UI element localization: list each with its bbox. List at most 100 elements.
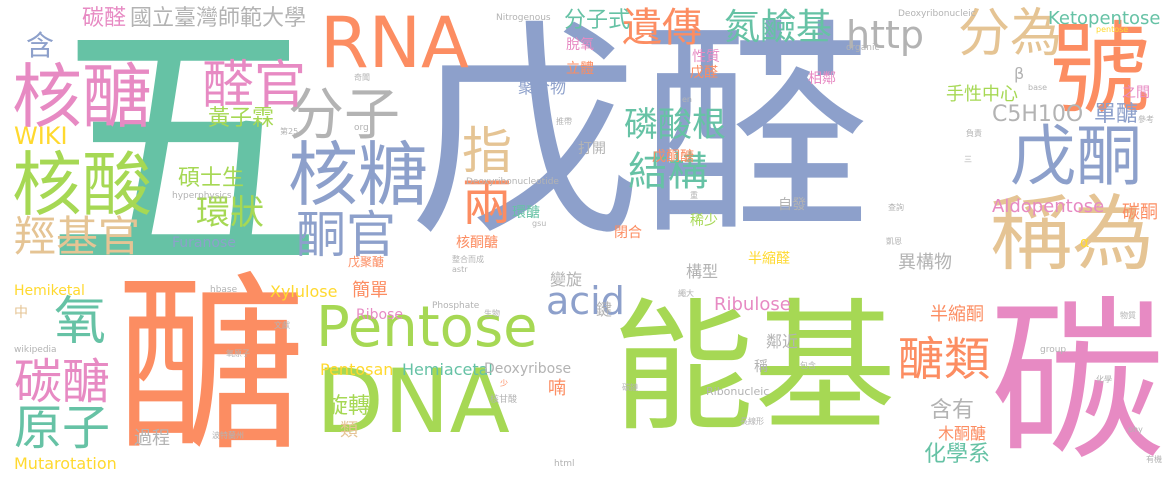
word-alpha: α bbox=[1080, 235, 1090, 251]
word-zhijian: 之間 bbox=[1122, 85, 1150, 101]
word-ribonucleic: Ribonucleic bbox=[706, 385, 770, 398]
word-wuzhi: 物質 bbox=[1120, 311, 1136, 320]
word-base: base bbox=[1028, 83, 1048, 92]
word-ribulose: Ribulose bbox=[714, 294, 791, 315]
word-danjianji: 氮鹼基 bbox=[724, 7, 833, 48]
word-aldopentose: Aldopentose bbox=[992, 196, 1105, 217]
word-chaxun: 查詢 bbox=[888, 203, 904, 212]
word-huangzilin: 黃子霖 bbox=[208, 106, 275, 131]
word-tantang: 碳醣 bbox=[14, 354, 111, 410]
word-fuze: 負責 bbox=[966, 129, 982, 138]
word-tuidai: 推帶 bbox=[556, 117, 572, 126]
word-nengji: 能基 bbox=[612, 286, 896, 451]
word-wu: 五 bbox=[44, 0, 324, 315]
word-youji: 有機 bbox=[1146, 455, 1162, 464]
word-nan: 喃 bbox=[548, 378, 566, 399]
word-shao: 少 bbox=[500, 379, 508, 388]
word-yuanzi: 原子 bbox=[14, 400, 111, 456]
word-deoxyribonucleotide: Deoxyribonucleotide bbox=[466, 177, 559, 187]
word-lei: 類 bbox=[340, 420, 358, 441]
word-di25: 第25 bbox=[280, 127, 299, 136]
word-yichuan: 遺傳 bbox=[622, 5, 702, 51]
word-wikipedia: wikipedia bbox=[14, 345, 57, 355]
word-huanzhuang: 環狀 bbox=[196, 193, 264, 233]
word-pentosan: Pentosan bbox=[320, 360, 394, 379]
word-xishao: 稀少 bbox=[690, 213, 718, 229]
word-rna: RNA bbox=[320, 2, 469, 84]
word-shengwu: 生物 bbox=[484, 309, 500, 318]
word-yigouwu: 異構物 bbox=[898, 252, 952, 273]
word-org: org bbox=[354, 123, 369, 133]
word-fenwei: 分為 bbox=[958, 4, 1063, 64]
word-liang: 兩 bbox=[462, 174, 512, 232]
word-mutarotation: Mutarotation bbox=[14, 454, 117, 473]
word-fenzishi: 分子式 bbox=[564, 8, 631, 33]
word-cheng: 稱 bbox=[754, 359, 768, 375]
word-shengda: 繩大 bbox=[678, 289, 694, 298]
word-http: http bbox=[846, 13, 925, 57]
word-bihe: 閉合 bbox=[614, 225, 642, 241]
word-acid: acid bbox=[546, 279, 625, 323]
word-nitrogenous: Nitrogenous bbox=[496, 13, 551, 23]
word-phosphate: Phosphate bbox=[432, 301, 480, 311]
word-tantong: 碳酮 bbox=[1122, 202, 1158, 223]
word-shouxing: 手性中心 bbox=[946, 84, 1018, 105]
word-jiegou: 結構 bbox=[628, 149, 708, 195]
word-dna: DNA bbox=[316, 350, 510, 453]
word-xingzhi: 性質 bbox=[692, 49, 720, 65]
word-huantang: 環醣 bbox=[512, 205, 540, 221]
word-hemiacetal: Hemiacetal bbox=[402, 360, 493, 379]
word-hesuan: 核酸 bbox=[12, 144, 152, 226]
word-deoxyribonucleic: Deoxyribonucleic bbox=[898, 9, 976, 19]
word-pentose-small: pentose bbox=[1096, 25, 1129, 34]
word-liti: 立體 bbox=[566, 61, 594, 77]
word-jiandan: 簡單 bbox=[352, 280, 388, 301]
word-wutong: 戊酮 bbox=[1010, 118, 1142, 195]
word-zifa: 自發 bbox=[778, 197, 806, 213]
word-guocheng: 過程 bbox=[134, 428, 170, 449]
word-c5h10o: C5H10O bbox=[992, 102, 1084, 127]
word-xianglin: 相鄰 bbox=[808, 71, 836, 87]
word-ntnu: 國立臺灣師範大學 bbox=[130, 6, 307, 31]
word-banbaotong: 半縮酮 bbox=[930, 304, 984, 325]
word-zhong2: 重 bbox=[690, 191, 698, 200]
word-tan: 碳 bbox=[990, 282, 1165, 482]
word-san: 三 bbox=[964, 155, 972, 164]
word-huaxue: 化學 bbox=[1096, 375, 1112, 384]
word-xuanzhuan: 旋轉 bbox=[326, 394, 371, 419]
word-hyperphysics: hyperphysics bbox=[172, 191, 232, 201]
word-qiangjiguan: 羥基官 bbox=[14, 212, 141, 261]
word-hetang2: 核糖 bbox=[288, 134, 428, 216]
word-huaxuexi: 化學系 bbox=[924, 442, 991, 467]
word-mutongtang: 木酮醣 bbox=[938, 424, 987, 443]
word-hetongtang: 核酮醣 bbox=[456, 235, 498, 251]
word-tuoyang: 脫氧 bbox=[566, 37, 594, 53]
word-zhi: 指 bbox=[462, 122, 512, 180]
word-wujutang: 戊聚醣 bbox=[348, 255, 385, 269]
word-kaien: 凱恩 bbox=[886, 237, 902, 246]
word-changxianxing: 長線形 bbox=[740, 417, 764, 426]
word-phy: phy bbox=[1128, 425, 1143, 434]
word-cankao: 參考 bbox=[1138, 115, 1154, 124]
word-juhewu: 聚合物 bbox=[518, 78, 567, 97]
word-han: 含 bbox=[26, 29, 55, 62]
word-tang: 醣 bbox=[116, 256, 307, 477]
word-hao: 號 bbox=[1050, 11, 1150, 128]
word-hetang: 核醣 bbox=[12, 56, 152, 138]
word-astr: astr bbox=[452, 265, 468, 274]
word-yang: 氧 bbox=[54, 292, 107, 352]
word-wutongtang: 戊酮醣 bbox=[652, 149, 694, 165]
word-linsuangen: 磷酸根 bbox=[624, 105, 726, 145]
word-deoxyribose: Deoxyribose bbox=[484, 361, 572, 377]
word-hanyou: 含有 bbox=[930, 398, 975, 423]
word-hbase: hbase bbox=[210, 285, 238, 295]
word-potelan: 波特蘭州 bbox=[212, 431, 244, 440]
word-wuquan-small: 戊醛 bbox=[690, 65, 718, 81]
word-yangyuanzi: 氧原子 bbox=[226, 349, 250, 358]
word-ribose: Ribose bbox=[356, 307, 403, 323]
word-wuquan: 戊醛 bbox=[410, 1, 871, 268]
word-tanquan: 碳醛 bbox=[82, 6, 127, 31]
word-zhenghe: 整合而成 bbox=[452, 255, 484, 264]
word-hemiketal: Hemiketal bbox=[14, 283, 85, 299]
